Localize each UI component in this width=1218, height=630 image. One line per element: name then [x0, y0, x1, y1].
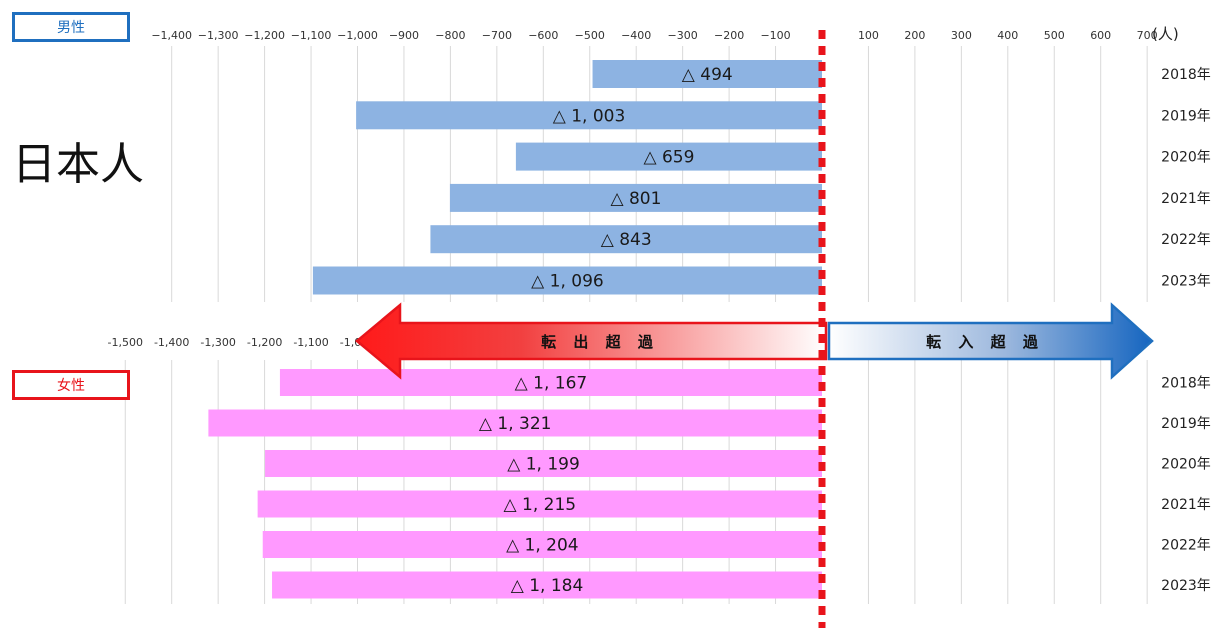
- male-tick-label: −500: [575, 29, 605, 42]
- female-bar: [272, 571, 823, 599]
- male-badge: 男性: [12, 12, 130, 42]
- male-bar: [430, 225, 822, 254]
- male-tick-label: −900: [389, 29, 419, 42]
- female-tick-label: -1,200: [247, 336, 282, 349]
- female-bar: [265, 450, 822, 477]
- male-bar: [592, 60, 822, 88]
- female-bar: [208, 409, 822, 437]
- male-tick-label: 300: [951, 29, 972, 42]
- male-year-label: 2019年: [1161, 108, 1211, 124]
- male-tick-label: −1,200: [244, 29, 285, 42]
- male-tick-label: 100: [858, 29, 879, 42]
- male-bar-value-label: △ 801: [610, 189, 661, 209]
- male-bar: [449, 183, 822, 212]
- male-tick-label: −1,000: [337, 29, 378, 42]
- male-year-labels: 2018年 2019年 2020年 2021年 2022年 2023年: [1161, 67, 1211, 290]
- male-axis-ticks: −1,400 −1,300 −1,200 −1,100 −1,000 −900 −800 −7…: [151, 29, 1157, 42]
- inflow-arrow: 転 入 超 過: [827, 302, 1154, 380]
- male-bar-value-label: △ 843: [601, 230, 652, 250]
- male-bar-value-label: △ 1, 003: [553, 106, 626, 126]
- male-tick-label: −800: [435, 29, 465, 42]
- male-year-label: 2021年: [1161, 191, 1211, 207]
- female-bar-value-label: △ 1, 321: [479, 414, 552, 434]
- unit-label: (人): [1152, 25, 1179, 43]
- male-tick-label: 400: [997, 29, 1018, 42]
- female-bar-value-label: △ 1, 199: [507, 455, 580, 475]
- male-tick-label: −1,300: [198, 29, 239, 42]
- female-year-label: 2023年: [1161, 578, 1211, 594]
- male-tick-label: 700: [1137, 29, 1158, 42]
- male-tick-label: −400: [621, 29, 651, 42]
- female-badge: 女性: [12, 370, 130, 400]
- male-tick-label: −100: [760, 29, 790, 42]
- female-year-labels: 2018年 2019年 2020年 2021年 2022年 2023年: [1161, 376, 1211, 595]
- female-bar-value-label: △ 1, 167: [515, 374, 588, 394]
- male-tick-label: 200: [904, 29, 925, 42]
- female-bar: [279, 369, 823, 396]
- female-year-label: 2022年: [1161, 538, 1211, 554]
- female-gridlines: [124, 360, 1148, 604]
- male-year-label: 2023年: [1161, 274, 1211, 290]
- male-tick-label: −700: [482, 29, 512, 42]
- male-bar: [515, 142, 822, 171]
- female-bar: [262, 531, 822, 558]
- female-tick-label: -1,100: [293, 336, 328, 349]
- female-bar-value-label: △ 1, 204: [506, 536, 579, 556]
- male-year-label: 2022年: [1161, 232, 1211, 248]
- male-bar-value-label: △ 659: [643, 148, 694, 168]
- male-tick-label: 600: [1090, 29, 1111, 42]
- male-year-label: 2020年: [1161, 150, 1211, 166]
- female-bar-value-label: △ 1, 215: [504, 495, 577, 515]
- outflow-label: 転 出 超 過: [541, 333, 659, 351]
- female-year-label: 2019年: [1161, 416, 1211, 432]
- female-bar: [257, 490, 822, 518]
- male-gridlines: [171, 46, 1148, 302]
- male-tick-label: −200: [714, 29, 744, 42]
- male-tick-label: −1,400: [151, 29, 192, 42]
- male-bar: [312, 266, 822, 295]
- female-tick-label: -1,500: [108, 336, 143, 349]
- male-tick-label: 500: [1044, 29, 1065, 42]
- outflow-arrow: 転 出 超 過: [355, 302, 828, 380]
- male-bar-value-label: △ 1, 096: [531, 272, 604, 292]
- inflow-label: 転 入 超 過: [926, 333, 1044, 351]
- female-year-label: 2021年: [1161, 497, 1211, 513]
- female-tick-label: -1,300: [200, 336, 235, 349]
- female-axis-ticks: -1,500-1,400-1,300-1,200-1,100-1,000: [108, 336, 376, 349]
- female-year-label: 2018年: [1161, 376, 1211, 392]
- female-year-label: 2020年: [1161, 457, 1211, 473]
- female-bar-value-label: △ 1, 184: [511, 576, 584, 596]
- male-year-label: 2018年: [1161, 67, 1211, 83]
- male-tick-label: −1,100: [291, 29, 332, 42]
- nationality-label: 日本人: [12, 139, 144, 190]
- female-bars: △ 1, 167 △ 1, 321 △ 1, 199 △ 1, 215 △ 1, 204…: [208, 369, 823, 599]
- male-bars: △ 494 △ 1, 003 △ 659 △ 801 △ 843 △ 1, 096: [312, 60, 822, 295]
- male-tick-label: −600: [528, 29, 558, 42]
- male-bar-value-label: △ 494: [682, 65, 733, 85]
- female-tick-label: -1,400: [154, 336, 189, 349]
- male-tick-label: −300: [668, 29, 698, 42]
- male-bar: [356, 101, 822, 130]
